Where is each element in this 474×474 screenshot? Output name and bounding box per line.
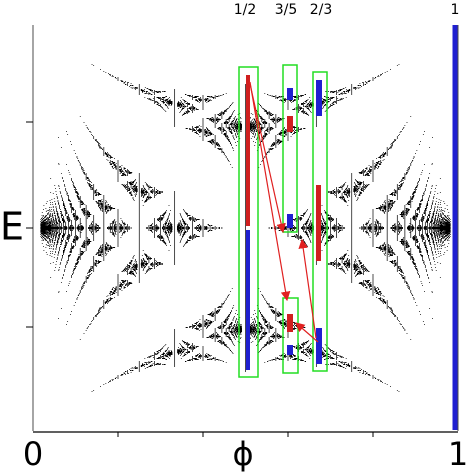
arrow bbox=[298, 238, 317, 339]
red-band bbox=[287, 314, 293, 332]
box bbox=[282, 64, 298, 233]
top-label: 1 bbox=[451, 2, 460, 18]
arrow bbox=[295, 322, 319, 343]
arrow bbox=[249, 81, 291, 302]
band-marks-2-3 bbox=[316, 80, 322, 364]
y-label: E bbox=[0, 205, 24, 249]
x-label: 0 bbox=[23, 435, 43, 473]
box bbox=[282, 297, 299, 374]
box bbox=[312, 71, 328, 372]
top-label: 3/5 bbox=[275, 2, 298, 18]
top-label: 1/2 bbox=[234, 2, 257, 18]
blue-band bbox=[287, 88, 293, 100]
blue-band bbox=[287, 345, 293, 355]
blue-band bbox=[287, 214, 293, 228]
x-label: ϕ bbox=[232, 435, 253, 473]
x-ticks bbox=[117, 432, 374, 437]
band-marks-3-5 bbox=[287, 88, 293, 355]
red-band bbox=[287, 116, 293, 132]
blue-band bbox=[316, 80, 322, 116]
arrow bbox=[249, 83, 286, 234]
y-ticks bbox=[26, 121, 33, 328]
top-label: 2/3 bbox=[310, 2, 333, 18]
box bbox=[238, 66, 259, 378]
red-band bbox=[316, 185, 321, 261]
blue-band bbox=[316, 328, 322, 364]
highlight-boxes bbox=[238, 64, 328, 378]
arrows bbox=[249, 81, 319, 343]
x-label: 1 bbox=[448, 435, 468, 473]
